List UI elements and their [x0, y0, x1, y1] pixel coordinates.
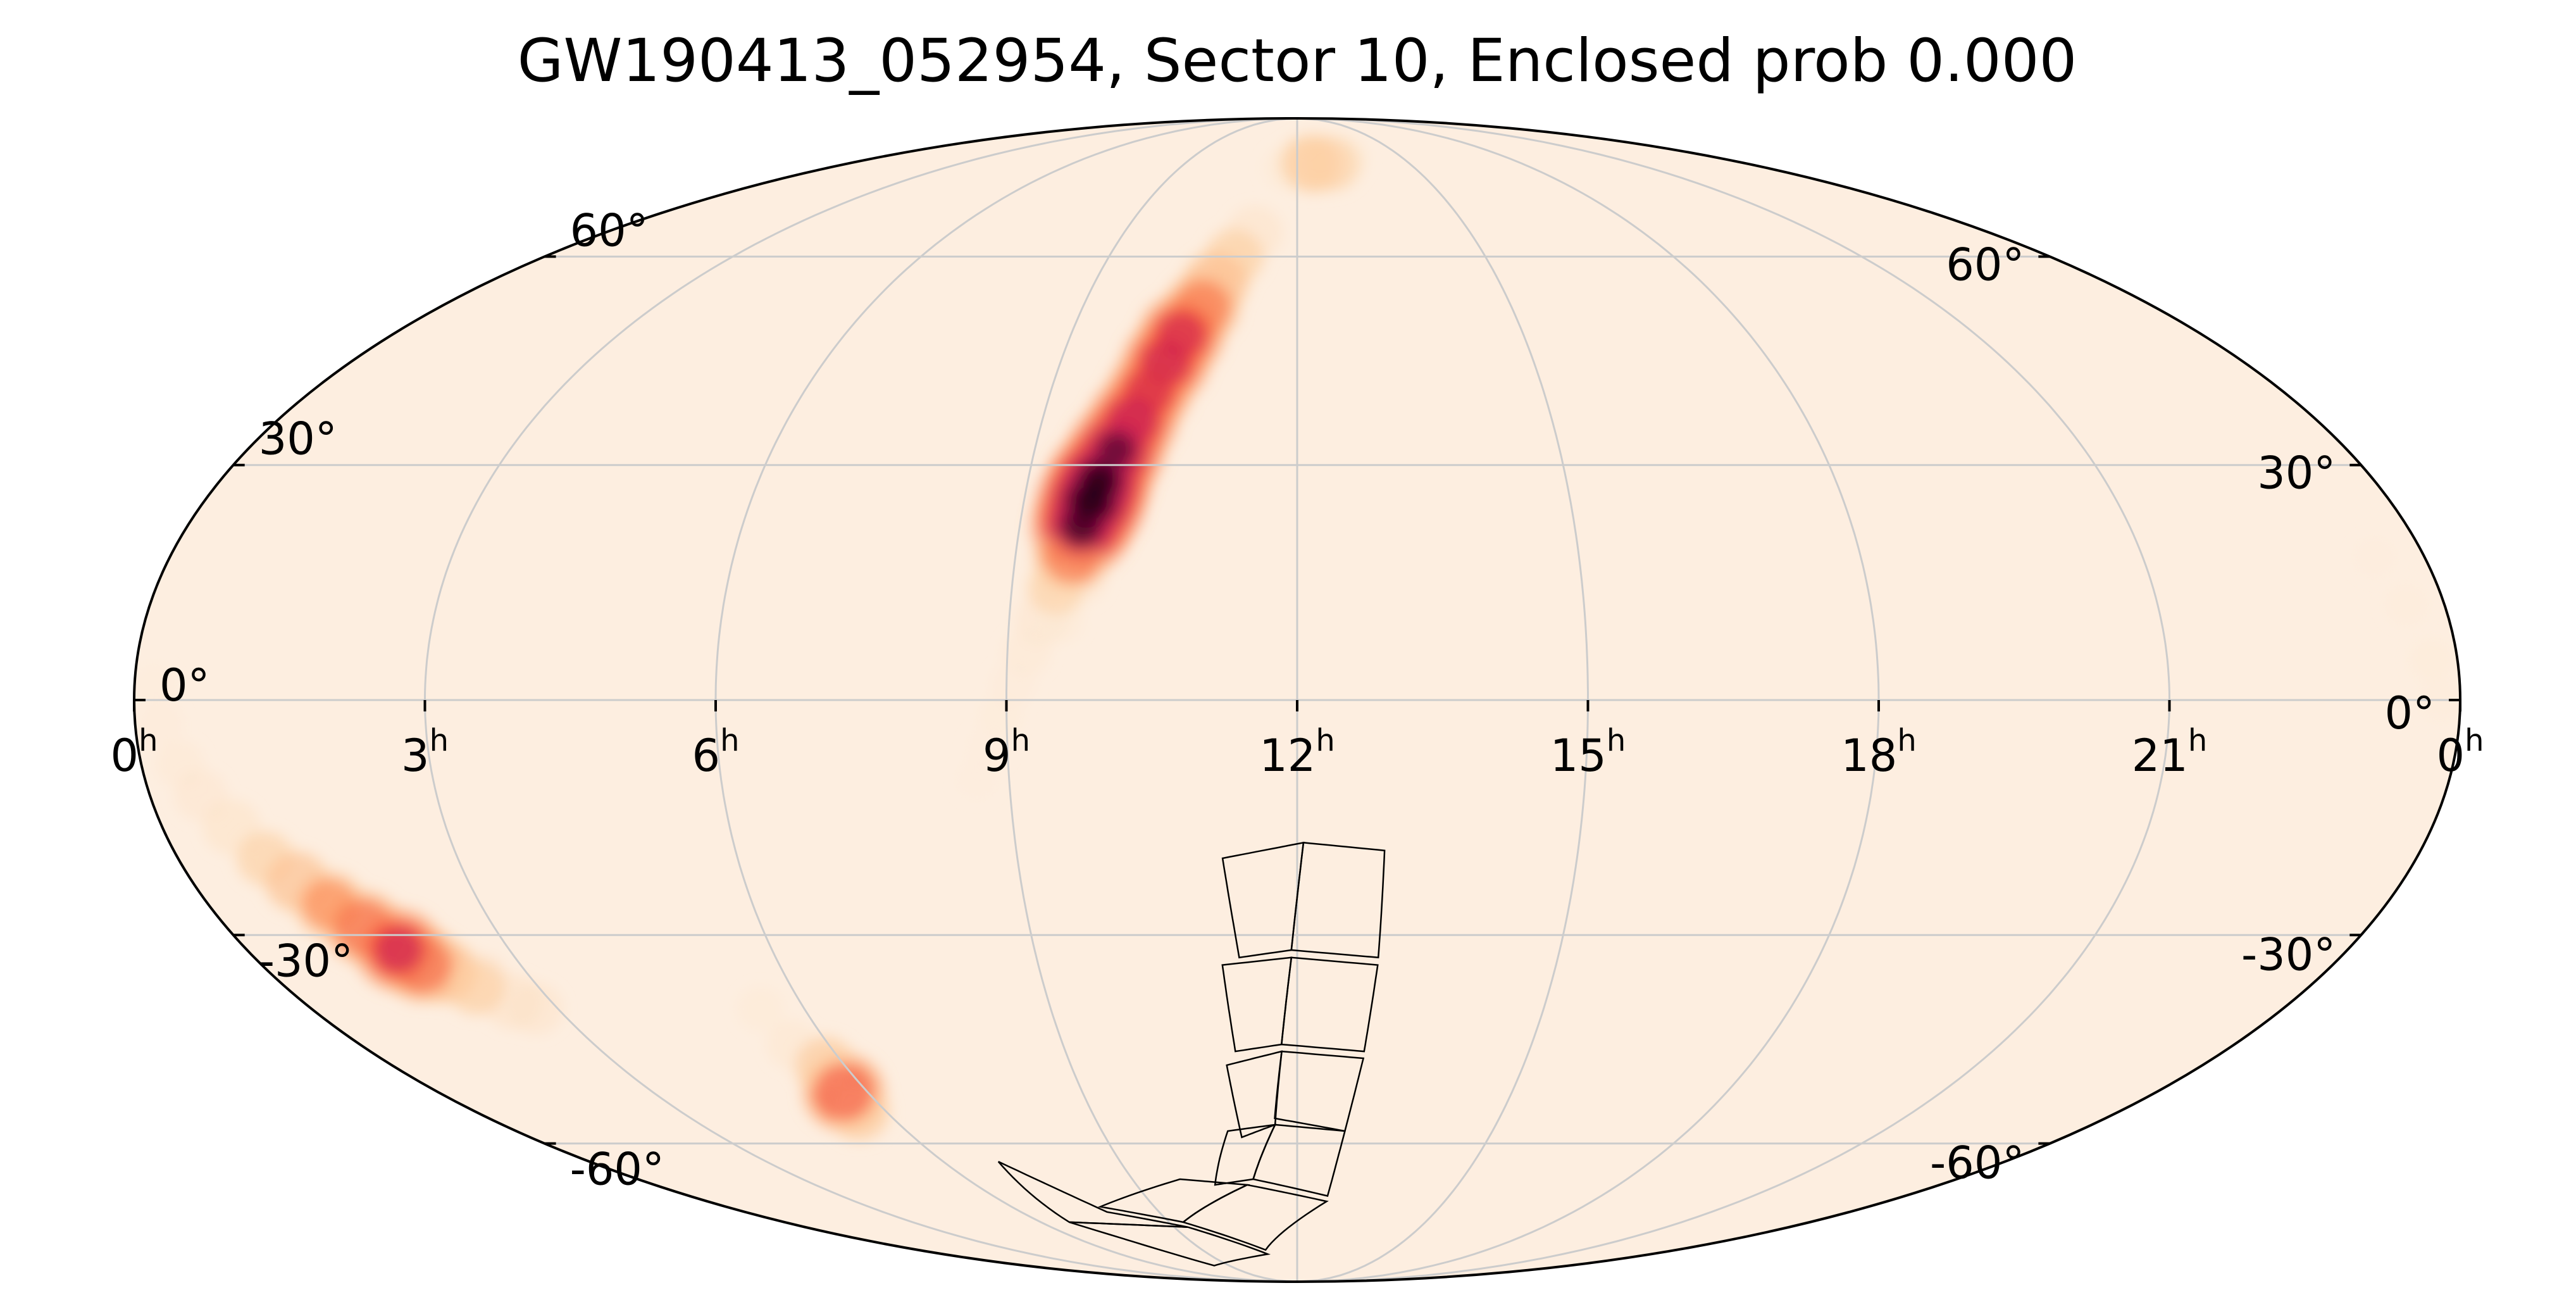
dec-label-right-3: -30°: [259, 935, 353, 987]
ra-tick-unit: h: [1897, 723, 1916, 758]
ccd-chip-6: [1226, 1050, 1283, 1139]
dec-label-right-0: 60°: [570, 204, 649, 256]
prob-region-south-east-arc: [134, 663, 564, 1036]
prob-mark: [137, 701, 185, 746]
prob-mark: [1100, 434, 1133, 466]
dec-label-left-2: 0°: [2384, 687, 2435, 739]
prob-region-north-cap: [1262, 132, 1369, 195]
dec-label-right-1: 30°: [259, 413, 337, 465]
ccd-chip-5: [1274, 1050, 1365, 1132]
ra-tick-unit: h: [430, 723, 449, 758]
tess-sector-footprint: [997, 841, 1386, 1267]
prob-mark: [508, 982, 564, 1036]
prob-region-main-arc: [955, 205, 1283, 800]
prob-mark: [955, 759, 999, 800]
ccd-chip-10: [1097, 1178, 1250, 1223]
prob-mark: [814, 1065, 873, 1120]
dec-label-left-0: 60°: [1946, 239, 2024, 291]
ccd-chip-12: [997, 1161, 1188, 1228]
prob-mark: [737, 986, 785, 1032]
ra-tick-unit: h: [2465, 723, 2484, 758]
ccd-chip-2: [1221, 841, 1305, 959]
prob-mark: [2409, 639, 2455, 682]
ra-tick-label-0: 0h: [2437, 723, 2484, 782]
ra-tick-label-8: 0h: [111, 723, 158, 782]
prob-mark: [450, 961, 504, 1013]
prob-mark: [2384, 584, 2429, 626]
prob-mark: [966, 727, 1011, 769]
ra-tick-label-6: 6h: [692, 723, 740, 782]
prob-mark: [1064, 510, 1098, 542]
ra-tick-unit: h: [1011, 723, 1030, 758]
prob-mark: [376, 929, 422, 972]
dec-label-right-2: 0°: [159, 660, 210, 711]
dec-label-left-4: -60°: [1930, 1137, 2024, 1189]
dec-label-left-3: -30°: [2241, 929, 2336, 980]
ra-tick-unit: h: [139, 723, 158, 758]
prob-mark: [2353, 537, 2396, 578]
ra-tick-unit: h: [2188, 723, 2207, 758]
ra-tick-label-3: 15h: [1550, 723, 1626, 782]
mollweide-plot-area: 0h21h18h15h12h9h6h3h0h60°30°0°-30°-60°60…: [111, 117, 2484, 1283]
ccd-chip-4: [1221, 956, 1293, 1053]
dec-label-left-1: 30°: [2257, 447, 2336, 499]
prob-mark: [134, 663, 177, 706]
prob-mark: [1306, 139, 1359, 189]
dec-label-right-4: -60°: [570, 1144, 664, 1196]
ra-tick-unit: h: [1316, 723, 1335, 758]
chart-title: GW190413_052954, Sector 10, Enclosed pro…: [518, 27, 2077, 96]
ccd-chip-8: [1214, 1123, 1277, 1186]
axis-ticks: [133, 255, 2461, 1145]
prob-mark: [977, 694, 1023, 737]
ra-tick-unit: h: [1607, 723, 1626, 758]
prob-region-west-edge: [2353, 537, 2460, 722]
ra-tick-unit: h: [720, 723, 739, 758]
probability-heatmap: [134, 132, 2460, 1144]
